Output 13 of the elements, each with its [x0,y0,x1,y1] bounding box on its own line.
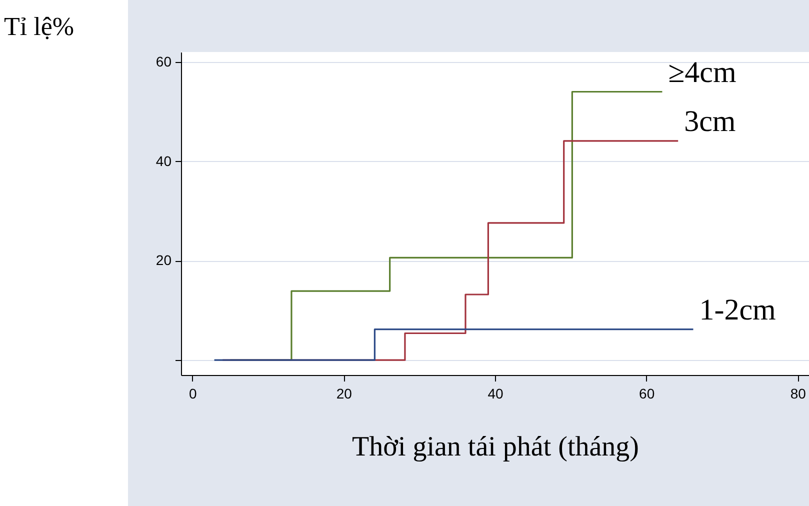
series-label: 1-2cm [699,293,776,326]
x-axis-title: Thời gian tái phát (tháng) [352,432,639,462]
y-tick-label: 40 [156,152,172,169]
series-label: 3cm [684,104,736,138]
x-tick-label: 60 [639,386,655,402]
y-axis-title: Tỉ lệ% [4,12,74,42]
x-tick-label: 80 [790,386,806,402]
y-tick-label: 20 [156,252,172,268]
x-tick-label: 0 [188,386,197,402]
y-tick-label: 60 [156,53,172,70]
x-tick-label: 40 [488,386,504,402]
x-tick-label: 20 [336,386,352,402]
series-label: ≥4cm [668,56,736,89]
